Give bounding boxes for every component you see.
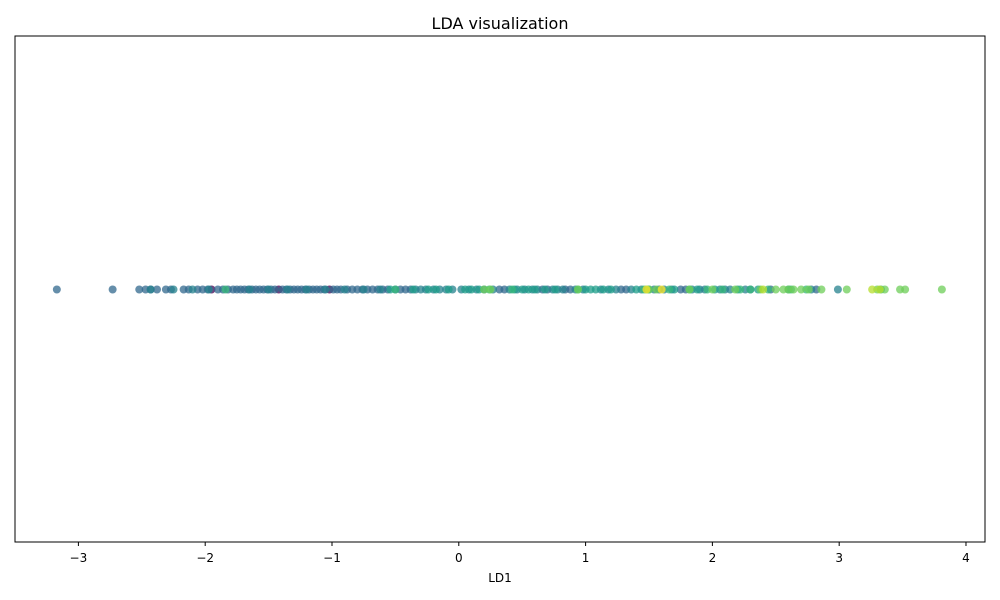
data-point	[901, 285, 910, 294]
data-point	[718, 285, 727, 294]
data-point	[444, 285, 453, 294]
data-point	[789, 285, 798, 294]
data-point	[467, 285, 476, 294]
data-point	[642, 285, 651, 294]
data-point	[264, 285, 273, 294]
x-axis-label: LD1	[488, 571, 512, 585]
x-tick-label: −2	[196, 551, 214, 565]
data-point	[391, 285, 400, 294]
data-point	[804, 285, 813, 294]
data-point	[376, 285, 385, 294]
data-point	[480, 285, 489, 294]
data-point	[530, 285, 539, 294]
data-point	[508, 285, 517, 294]
data-point	[524, 285, 533, 294]
data-point	[424, 285, 433, 294]
data-point	[868, 285, 877, 294]
data-point	[221, 285, 230, 294]
data-point	[937, 285, 946, 294]
data-point	[461, 285, 470, 294]
data-point	[746, 285, 755, 294]
data-point	[108, 285, 117, 294]
data-point	[205, 285, 213, 294]
data-point	[665, 285, 674, 294]
x-tick-label: 3	[835, 551, 843, 565]
data-point	[731, 285, 740, 294]
data-point	[771, 285, 780, 294]
data-point	[541, 285, 550, 294]
x-tick-label: −3	[70, 551, 88, 565]
data-point	[283, 285, 292, 294]
data-point	[875, 285, 884, 294]
data-point	[518, 285, 527, 294]
x-tick-label: −1	[323, 551, 341, 565]
data-point	[270, 285, 279, 294]
chart-title: LDA visualization	[432, 14, 569, 33]
data-point	[632, 285, 641, 294]
data-point	[797, 285, 806, 294]
x-tick-label: 4	[962, 551, 970, 565]
data-point	[431, 285, 440, 294]
data-point	[558, 285, 567, 294]
data-point	[245, 285, 254, 294]
data-point	[551, 285, 560, 294]
data-point	[685, 285, 694, 294]
data-point	[833, 285, 842, 294]
data-point	[591, 285, 600, 294]
plot-frame	[14, 35, 986, 543]
data-point	[153, 285, 162, 294]
data-point	[606, 285, 615, 294]
data-point	[693, 285, 702, 294]
data-point	[573, 285, 582, 294]
data-point	[135, 285, 144, 294]
data-point	[169, 285, 178, 294]
x-axis: −3 −2 −1 0 1 2 3 4	[70, 542, 970, 565]
data-point	[708, 285, 717, 294]
data-point	[302, 285, 311, 294]
x-tick-label: 2	[709, 551, 717, 565]
data-point	[409, 285, 418, 294]
data-point	[759, 285, 768, 294]
data-point	[599, 285, 608, 294]
data-point	[842, 285, 851, 294]
data-point	[321, 285, 330, 294]
data-point	[817, 285, 826, 294]
data-point	[188, 285, 197, 294]
x-tick-label: 1	[582, 551, 590, 565]
data-point	[486, 285, 495, 294]
data-point	[359, 285, 368, 294]
data-point	[340, 285, 349, 294]
data-point	[657, 285, 666, 294]
x-tick-label: 0	[455, 551, 463, 565]
points-layer	[52, 285, 946, 294]
data-point	[146, 285, 155, 294]
data-point	[52, 285, 61, 294]
